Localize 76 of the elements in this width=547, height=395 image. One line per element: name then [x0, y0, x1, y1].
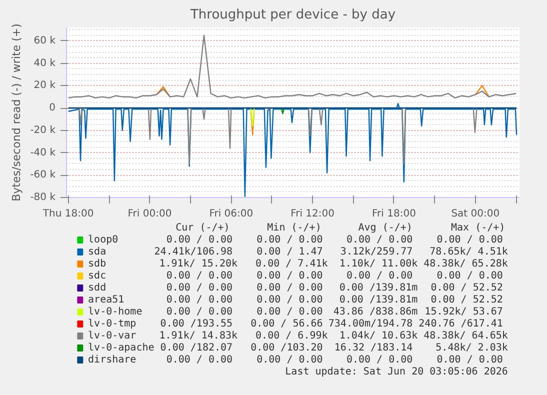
x-tick-label: Thu 18:00 — [42, 208, 94, 220]
legend-label: lv-0-tmp — [88, 318, 136, 330]
y-tick-label: 60 k — [34, 35, 56, 46]
text: 0.00 / 0.00 — [346, 270, 413, 282]
text: 16.32 /183.14 — [334, 342, 413, 354]
text: 0.00 / 0.00 — [166, 294, 233, 306]
y-tick-label: 0 — [49, 102, 56, 114]
text: Avg (-/+) — [358, 222, 412, 234]
text: Max (-/+) — [451, 222, 506, 234]
legend-label: lv-0-apache — [88, 342, 154, 354]
text: Cur (-/+) — [176, 222, 230, 234]
text: 0.00 /182.07 — [160, 342, 233, 354]
text: Last update: Sat Jun 20 03:05:06 2026 — [285, 366, 508, 378]
text: 0.00 / 0.00 — [256, 234, 323, 246]
x-tick-label: Fri 18:00 — [372, 208, 416, 220]
legend-label: dirshare — [88, 354, 136, 366]
chart-title: Throughput per device - by day — [189, 8, 396, 22]
legend-label: loop0 — [88, 234, 118, 246]
text: 24.41k/106.98 — [154, 246, 233, 258]
text: 1.04k/ 10.63k — [339, 330, 418, 342]
y-tick-label: 40 k — [34, 58, 56, 69]
text: 0.00 / 0.00 — [256, 294, 323, 306]
legend-label: sdb — [88, 258, 106, 270]
text: 0.00 / 0.00 — [436, 354, 503, 366]
text: 0.00 / 0.00 — [256, 270, 323, 282]
legend-label: sda — [88, 246, 106, 258]
y-tick-label: -40 k — [30, 147, 56, 158]
y-tick-label: -60 k — [30, 170, 56, 181]
x-tick-label: Fri 06:00 — [209, 208, 254, 220]
text: 1.91k/ 15.20k — [159, 258, 238, 270]
text: 3.12k/259.77 — [340, 246, 413, 258]
text: 78.65k/ 4.51k — [430, 246, 508, 258]
x-tick-label: Fri 12:00 — [290, 208, 335, 220]
legend-label: sdd — [88, 282, 106, 294]
text: 0.00 / 7.41k — [256, 258, 328, 270]
text: 0.00 / 0.00 — [166, 270, 233, 282]
text: 734.00m/194.78 — [328, 318, 413, 330]
text: 0.00 / 0.00 — [256, 282, 323, 294]
legend-label: lv-0-var — [88, 330, 136, 342]
text: 0.00 / 6.99k — [256, 330, 328, 342]
text: 43.86 /838.86m — [333, 306, 418, 318]
text: 0.00 /103.20 — [250, 342, 323, 354]
text: 48.38k/ 65.28k — [424, 258, 508, 270]
text: 0.00 /193.55 — [160, 318, 233, 330]
text: 0.00 / 0.00 — [346, 234, 413, 246]
y-tick-label: 20 k — [34, 80, 56, 92]
text: 0.00 / 0.00 — [256, 354, 323, 366]
text: 0.00 / 0.00 — [166, 282, 233, 294]
text: 0.00 / 0.00 — [166, 234, 233, 246]
x-tick-label: Fri 00:00 — [128, 208, 172, 220]
y-axis-title: Bytes/second read (-) / write (+) — [10, 24, 24, 202]
text: 0.00 / 0.00 — [166, 354, 233, 366]
text: 0.00 /139.81m — [339, 282, 418, 294]
legend-label: area51 — [88, 294, 124, 306]
text: 1.10k/ 11.00k — [339, 258, 418, 270]
text: 0.00 / 1.47 — [256, 246, 323, 258]
text: 0.00 / 56.66 — [250, 318, 323, 330]
text: 0.00 / 52.52 — [430, 282, 503, 294]
text: 5.48k/ 2.03k — [436, 342, 508, 354]
text: 0.00 / 52.52 — [430, 294, 503, 306]
text: 0.00 / 0.00 — [346, 354, 413, 366]
text: Min (-/+) — [267, 222, 322, 234]
legend-label: sdc — [88, 270, 106, 282]
y-tick-label: -80 k — [30, 192, 56, 203]
text: 0.00 / 0.00 — [166, 306, 233, 318]
text: 1.91k/ 14.83k — [159, 330, 238, 342]
text: 0.00 / 0.00 — [436, 234, 503, 246]
text: 0.00 /139.81m — [339, 294, 418, 306]
text: 240.76 /617.41 — [418, 318, 503, 330]
y-tick-label: -20 k — [30, 124, 56, 136]
text: 0.00 / 0.00 — [256, 306, 323, 318]
text: 15.92k/ 53.67 — [424, 306, 503, 318]
legend-label: lv-0-home — [88, 306, 142, 318]
text: 48.38k/ 64.65k — [424, 330, 508, 342]
text: 0.00 / 0.00 — [436, 270, 503, 282]
x-tick-label: Sat 00:00 — [451, 208, 500, 220]
